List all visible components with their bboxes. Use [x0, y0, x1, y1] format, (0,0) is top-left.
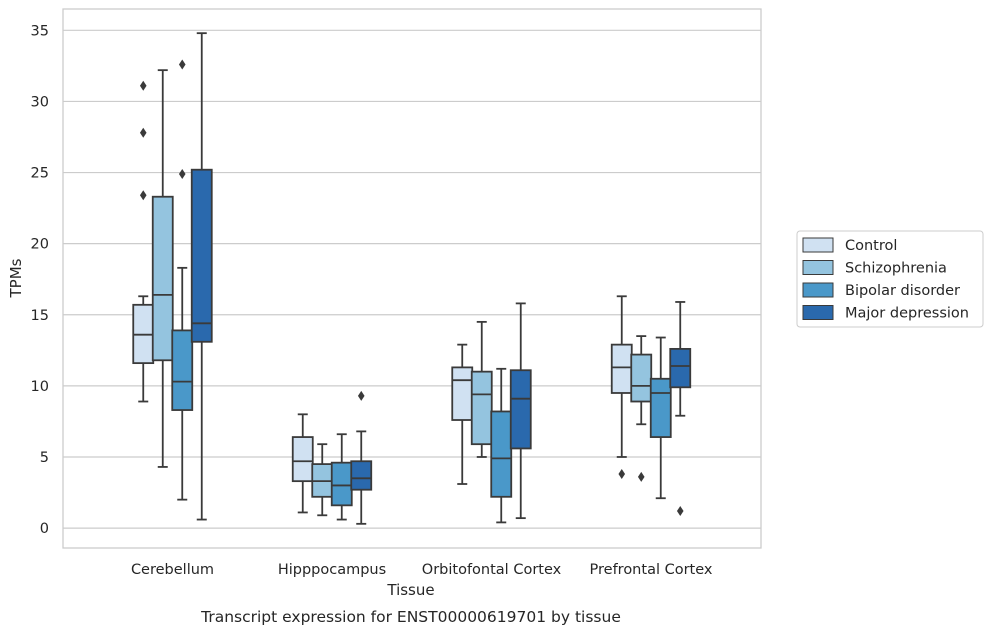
- iqr-box: [630, 353, 653, 403]
- outlier-point: [178, 59, 186, 70]
- x-tick-labels: Cerebellum Hipppocampus Orbitofontal Corte…: [131, 562, 713, 578]
- box-major-depression: [669, 301, 692, 517]
- outlier-point: [357, 390, 365, 401]
- legend-label: Control: [845, 238, 897, 254]
- legend-label: Schizophrenia: [845, 261, 947, 277]
- iqr-box: [669, 347, 692, 389]
- legend: Control Schizophrenia Bipolar disorder Majo…: [796, 230, 984, 328]
- legend-label: Bipolar disorder: [845, 283, 960, 299]
- outlier-point: [637, 471, 645, 482]
- y-tick-label: 35: [31, 23, 49, 39]
- outlier-point: [139, 127, 147, 138]
- box-schizophrenia: [311, 443, 334, 517]
- iqr-box: [490, 410, 513, 498]
- outlier-point: [618, 469, 626, 480]
- outlier-point: [178, 168, 186, 179]
- iqr-box: [330, 461, 353, 507]
- iqr-box: [451, 366, 474, 421]
- y-tick-label: 0: [40, 521, 49, 537]
- box-schizophrenia: [470, 320, 493, 458]
- legend-item: Schizophrenia: [802, 260, 947, 277]
- box-bipolar-disorder: [490, 367, 513, 524]
- box-control: [451, 343, 474, 485]
- y-tick-label: 20: [31, 237, 49, 253]
- y-tick-label: 25: [31, 166, 49, 182]
- iqr-box: [171, 329, 194, 411]
- iqr-box: [190, 168, 213, 343]
- box-schizophrenia: [630, 335, 653, 482]
- boxes-layer: [132, 32, 692, 525]
- legend-swatch: [802, 305, 834, 320]
- y-tick-labels: 0 5 10 15 20 25 30 35: [31, 23, 49, 537]
- outlier-point: [139, 80, 147, 91]
- iqr-box: [151, 195, 174, 362]
- box-major-depression: [190, 32, 213, 521]
- iqr-box: [350, 460, 373, 491]
- iqr-box: [291, 436, 314, 483]
- legend-label: Major depression: [845, 306, 969, 322]
- legend-item: Major depression: [802, 305, 969, 322]
- x-tick-label: Cerebellum: [131, 562, 214, 578]
- iqr-box: [470, 370, 493, 446]
- box-control: [132, 80, 155, 403]
- iqr-box: [649, 377, 672, 438]
- box-control: [291, 413, 314, 514]
- y-axis-title: TPMs: [7, 258, 25, 298]
- y-tick-label: 10: [31, 379, 49, 395]
- legend-item: Control: [802, 237, 897, 254]
- legend-frame: [796, 230, 984, 328]
- x-axis-title: Tissue: [386, 581, 434, 599]
- legend-swatch: [802, 282, 834, 298]
- x-tick-label: Orbitofontal Cortex: [422, 562, 562, 578]
- box-bipolar-disorder: [171, 59, 194, 501]
- box-major-depression: [350, 390, 373, 525]
- legend-swatch: [802, 260, 834, 275]
- box-bipolar-disorder: [649, 336, 672, 500]
- chart-caption: Transcript expression for ENST0000061970…: [200, 608, 621, 626]
- x-tick-label: Hipppocampus: [278, 562, 386, 578]
- outlier-point: [139, 190, 147, 201]
- box-major-depression: [509, 302, 532, 520]
- box-schizophrenia: [151, 69, 174, 468]
- legend-swatch: [802, 237, 834, 253]
- box-bipolar-disorder: [330, 433, 353, 521]
- iqr-box: [610, 343, 633, 394]
- y-tick-label: 30: [31, 94, 49, 110]
- outlier-point: [676, 506, 684, 517]
- plot-frame: [62, 8, 762, 549]
- legend-item: Bipolar disorder: [802, 282, 960, 299]
- y-tick-label: 15: [31, 308, 49, 324]
- box-control: [610, 295, 633, 480]
- iqr-box: [509, 369, 532, 450]
- x-tick-label: Prefrontal Cortex: [590, 562, 713, 578]
- y-tick-label: 5: [40, 450, 49, 466]
